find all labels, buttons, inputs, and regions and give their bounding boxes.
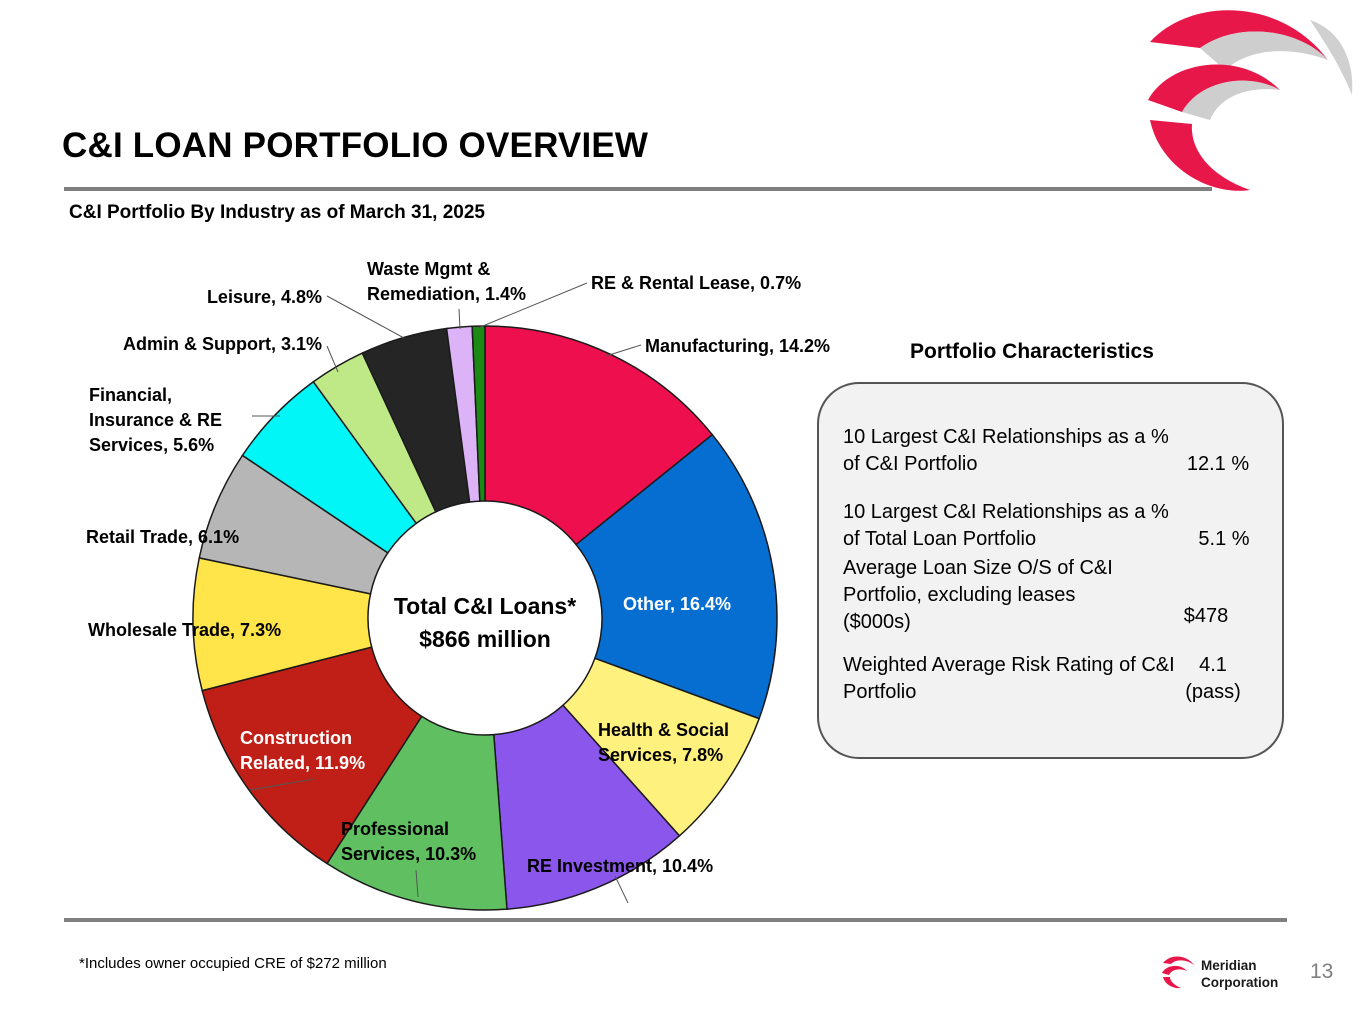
characteristic-value: $478 <box>1183 605 1229 627</box>
chart-subtitle: C&I Portfolio By Industry as of March 31… <box>69 202 485 223</box>
leader-line <box>326 295 405 339</box>
slice-label: RE Investment, 10.4% <box>527 856 713 876</box>
slice-label: Leisure, 4.8% <box>207 287 322 307</box>
donut-slice-construction-related <box>201 646 423 865</box>
center-label-total: $866 million <box>419 626 551 652</box>
slice-label: Retail Trade, 6.1% <box>86 527 239 547</box>
characteristic-label: Average Loan Size O/S of C&I Portfolio, … <box>843 557 1113 633</box>
slice-label: Wholesale Trade, 7.3% <box>88 620 281 640</box>
characteristic-value: 4.1 (pass) <box>1185 654 1241 703</box>
characteristic-value: 12.1 % <box>1186 453 1250 475</box>
slice-label: Waste Mgmt & Remediation, 1.4% <box>367 259 526 304</box>
brand-logo-icon <box>1162 956 1194 989</box>
donut-slice-re-rental-lease <box>471 325 486 502</box>
donut-slice-professional-services <box>325 715 508 911</box>
meridian-logo <box>1148 10 1353 191</box>
slice-label: Health & Social Services, 7.8% <box>598 720 729 765</box>
slice-label: RE & Rental Lease, 0.7% <box>591 273 801 293</box>
characteristic-label: Weighted Average Risk Rating of C&I Port… <box>843 654 1175 703</box>
brand-mark: Meridian Corporation <box>1160 953 1300 993</box>
characteristic-value: 5.1 % <box>1198 528 1250 550</box>
characteristic-label: 10 Largest C&I Relationships as a % of C… <box>843 426 1169 475</box>
slice-label: Construction Related, 11.9% <box>240 728 365 773</box>
donut-slice-other <box>575 433 778 720</box>
leader-line <box>249 778 315 791</box>
leader-line <box>605 344 642 357</box>
slice-label: Other, 16.4% <box>623 594 731 614</box>
footnote: *Includes owner occupied CRE of $272 mil… <box>79 955 387 972</box>
leader-line <box>477 282 588 329</box>
portfolio-characteristics-title: Portfolio Characteristics <box>910 340 1154 363</box>
brand-name-line1: Meridian <box>1201 958 1257 973</box>
brand-name: Meridian Corporation <box>1201 957 1278 991</box>
characteristic-label: 10 Largest C&I Relationships as a % of T… <box>843 501 1169 550</box>
portfolio-characteristics-box: 10 Largest C&I Relationships as a % of C… <box>817 382 1284 759</box>
slice-label: Professional Services, 10.3% <box>341 819 476 864</box>
footer-divider <box>64 918 1287 922</box>
leader-line <box>326 345 339 373</box>
donut-slice-manufacturing <box>484 325 714 546</box>
page-title: C&I LOAN PORTFOLIO OVERVIEW <box>62 126 649 165</box>
slice-label: Manufacturing, 14.2% <box>645 336 830 356</box>
brand-name-line2: Corporation <box>1201 975 1279 990</box>
leader-line <box>458 308 461 330</box>
donut-slice-re-investment <box>493 704 681 910</box>
leader-line <box>614 875 629 904</box>
leader-line <box>415 869 419 898</box>
slice-label: Financial, Insurance & RE Services, 5.6% <box>89 385 222 455</box>
center-label-title: Total C&I Loans* <box>394 593 576 619</box>
title-divider <box>64 187 1212 191</box>
slice-label: Admin & Support, 3.1% <box>123 334 322 354</box>
page-number: 13 <box>1310 960 1334 983</box>
